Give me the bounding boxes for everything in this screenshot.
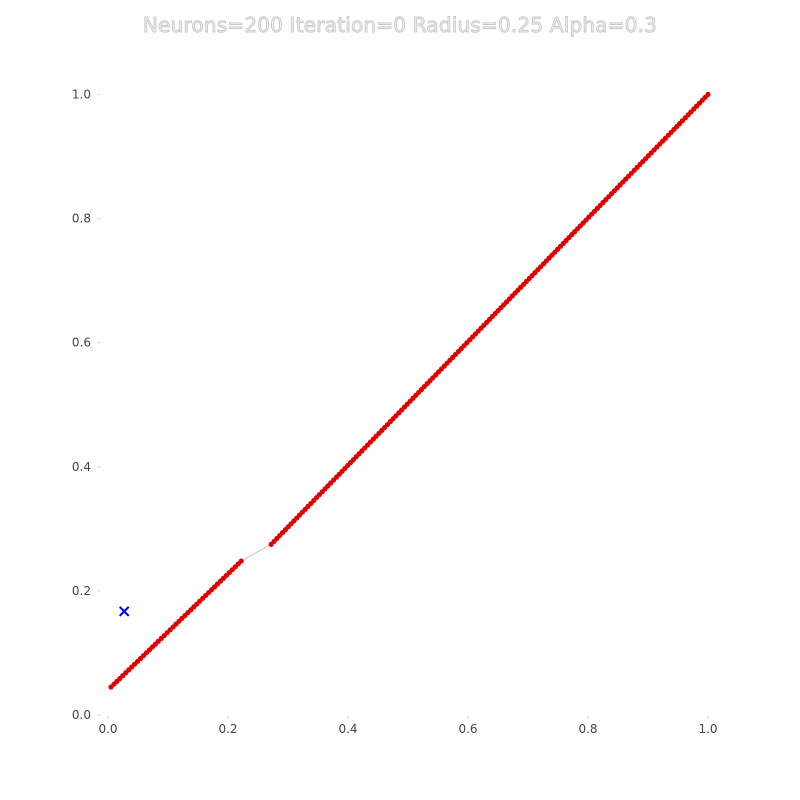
sample-point: [118, 606, 130, 617]
x-tick-label: 1.0: [698, 722, 717, 736]
y-tick-label: 0.4: [72, 460, 91, 474]
x-tick-label: 0.0: [98, 722, 117, 736]
x-axis: 0.0 0.2 0.4 0.6 0.8 1.0: [98, 715, 718, 736]
y-tick-label: 1.0: [72, 87, 91, 101]
neuron-point: [238, 558, 244, 564]
plot-area: [108, 91, 711, 690]
x-tick-label: 0.4: [338, 722, 357, 736]
y-tick-label: 0.2: [72, 584, 91, 598]
sample-point-stroke: [118, 606, 130, 617]
y-tick-label: 0.8: [72, 212, 91, 226]
y-tick-label: 0.0: [72, 708, 91, 722]
chart-title: Neurons=200 Iteration=0 Radius=0.25 Alph…: [143, 13, 657, 37]
x-tick-label: 0.2: [218, 722, 237, 736]
neuron-point: [705, 91, 711, 98]
x-tick-label: 0.6: [458, 722, 477, 736]
y-tick-label: 0.6: [72, 336, 91, 350]
y-axis: 0.0 0.2 0.4 0.6 0.8 1.0: [72, 87, 101, 722]
x-tick-label: 0.8: [578, 722, 597, 736]
